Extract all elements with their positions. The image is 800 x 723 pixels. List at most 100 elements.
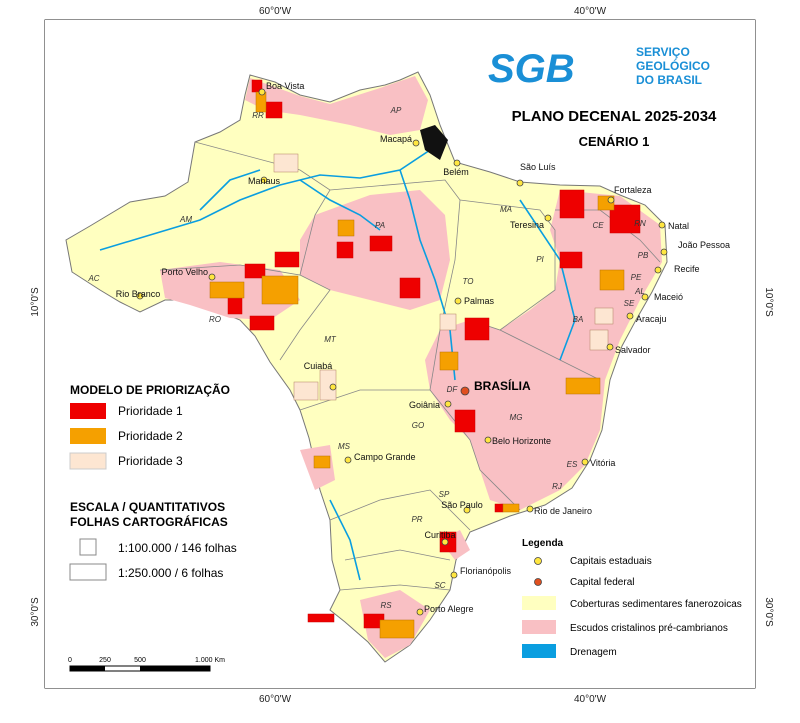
state-capital — [658, 221, 666, 229]
cell — [274, 251, 300, 268]
city-label: Curitiba — [424, 530, 455, 540]
state-label: SP — [439, 490, 450, 499]
legend-swatch — [522, 620, 556, 634]
scale-bar-segment — [70, 666, 105, 671]
state-capital — [581, 458, 589, 466]
scale-swatch — [79, 538, 97, 556]
scale-label: 0 — [68, 657, 72, 664]
city-label: Maceió — [654, 292, 683, 302]
cell — [337, 219, 355, 237]
cell — [249, 315, 275, 331]
state-capital — [654, 266, 662, 274]
state-capital — [641, 293, 649, 301]
cell — [494, 503, 504, 513]
state-capital — [260, 176, 268, 184]
legend-symbol — [534, 557, 542, 565]
cell — [227, 295, 243, 315]
state-capital — [484, 436, 492, 444]
city-label: São Paulo — [441, 500, 483, 510]
state-capital — [416, 608, 424, 616]
state-capital — [450, 571, 458, 579]
state-capital — [660, 248, 668, 256]
city-label: Vitória — [590, 458, 615, 468]
state-capital — [626, 312, 634, 320]
city-label: Fortaleza — [614, 185, 652, 195]
legend-item: Escudos cristalinos pré-cambrianos — [570, 623, 728, 634]
legend-title: MODELO DE PRIORIZAÇÃO — [70, 382, 230, 397]
state-capital — [444, 400, 452, 408]
city-label: Goiânia — [409, 400, 440, 410]
coordinate: 60°0'W — [259, 6, 292, 17]
cell — [599, 269, 625, 291]
state-label: RJ — [552, 482, 563, 491]
scale-label: 250 — [99, 657, 111, 664]
state-capital — [454, 297, 462, 305]
state-capital — [136, 292, 144, 300]
cell — [209, 281, 245, 299]
legend-item: Coberturas sedimentares fanerozoicas — [570, 599, 742, 610]
state-label: AP — [390, 106, 402, 115]
legend-item: Drenagem — [570, 647, 617, 658]
cell — [594, 307, 614, 325]
city-label: São Luís — [520, 162, 556, 172]
logo-text: SERVIÇO — [636, 45, 690, 59]
amazon-delta — [420, 125, 448, 160]
city-label: Porto Velho — [161, 267, 208, 277]
cell — [313, 455, 331, 469]
city-label: Rio de Janeiro — [534, 506, 592, 516]
state-label: ES — [567, 460, 578, 469]
city-label: Campo Grande — [354, 452, 416, 462]
city-label: Natal — [668, 221, 689, 231]
cell — [559, 251, 583, 269]
city-label: Teresina — [510, 220, 544, 230]
coordinate: 30°0'S — [763, 597, 774, 627]
labels: Boa Vista Macapá Manaus Belém São Luís Fortal… — [87, 81, 730, 616]
state-label: TO — [463, 277, 474, 286]
cell — [369, 235, 393, 252]
cell — [293, 381, 319, 401]
scale-bar: 0 250 500 1.000 Km — [68, 657, 225, 672]
federal-capital — [460, 386, 470, 396]
state-label: SE — [624, 299, 635, 308]
state-label: RN — [634, 219, 646, 228]
legend-item: Prioridade 2 — [118, 429, 183, 443]
state-capital — [453, 159, 461, 167]
logo-text: DO BRASIL — [636, 73, 702, 87]
coordinate: 60°0'W — [259, 694, 292, 705]
capital-label: BRASÍLIA — [474, 378, 531, 393]
state-capital — [606, 343, 614, 351]
state-label: SC — [434, 581, 445, 590]
cell — [261, 275, 299, 305]
state-label: PB — [638, 251, 649, 260]
state-capital — [441, 538, 449, 546]
scale-title: ESCALA / QUANTITATIVOS — [70, 500, 225, 514]
state-capital — [526, 505, 534, 513]
legend-item: Capitais estaduais — [570, 556, 652, 567]
city-label: Salvador — [615, 345, 651, 355]
cell — [399, 277, 421, 299]
state-label: PA — [375, 221, 385, 230]
drainage — [99, 134, 576, 581]
cell — [502, 503, 520, 513]
cell — [439, 313, 457, 331]
state-capital — [258, 88, 266, 96]
legend-swatch — [69, 452, 107, 470]
city-label: Belo Horizonte — [492, 436, 551, 446]
state-capital — [208, 273, 216, 281]
title: PLANO DECENAL 2025-2034 — [512, 108, 717, 125]
cell — [454, 409, 476, 433]
state-label: MT — [324, 335, 337, 344]
state-capital — [412, 139, 420, 147]
city-label: Palmas — [464, 296, 495, 306]
city-label: Porto Alegre — [424, 604, 474, 614]
cell — [273, 153, 299, 173]
cell — [265, 101, 283, 119]
city-label: Macapá — [380, 134, 412, 144]
cell — [244, 263, 266, 279]
state-label: AM — [179, 215, 192, 224]
cell — [609, 204, 641, 234]
state-capital — [544, 214, 552, 222]
coordinate: 10°0'S — [763, 287, 774, 317]
cell — [464, 317, 490, 341]
